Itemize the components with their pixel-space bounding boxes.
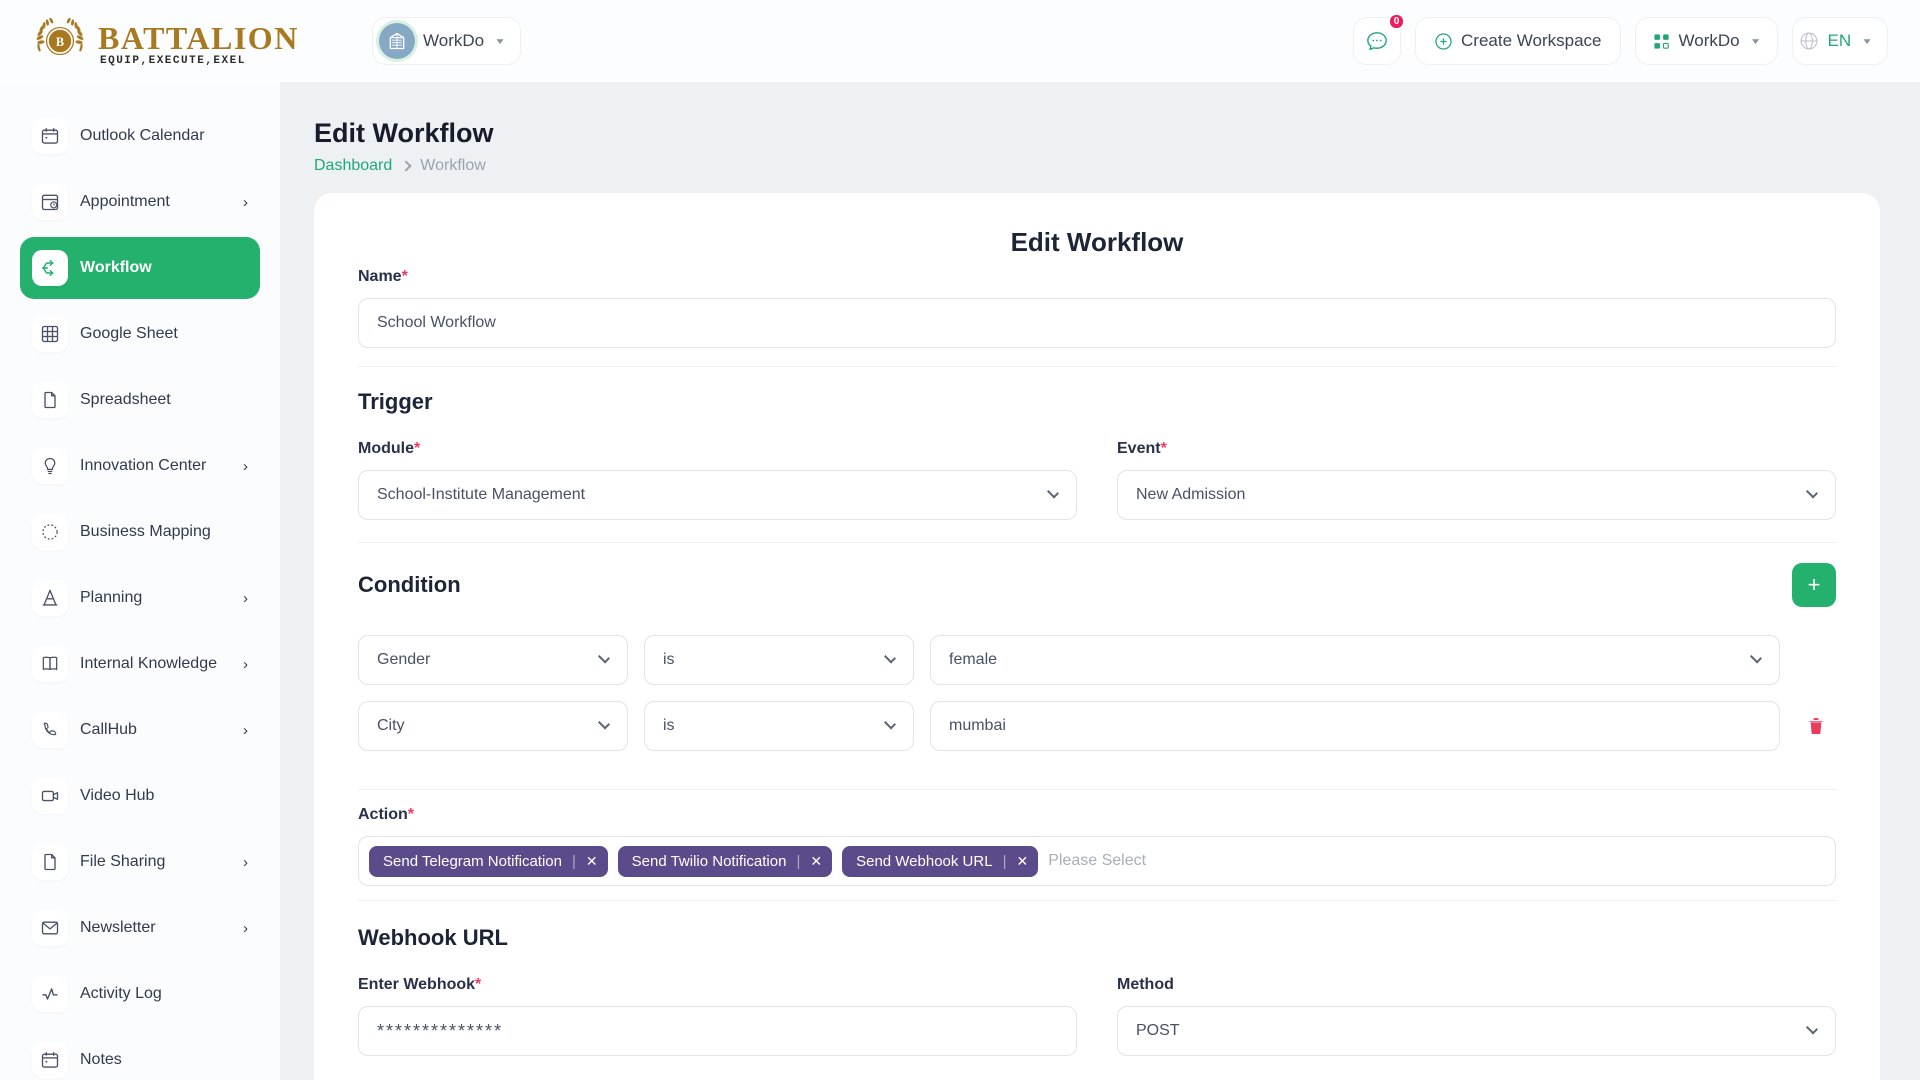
svg-text:EQUIP,EXECUTE,EXEL: EQUIP,EXECUTE,EXEL: [100, 55, 246, 67]
svg-text:B: B: [56, 35, 64, 49]
svg-text:BATTALION: BATTALION: [98, 20, 299, 56]
